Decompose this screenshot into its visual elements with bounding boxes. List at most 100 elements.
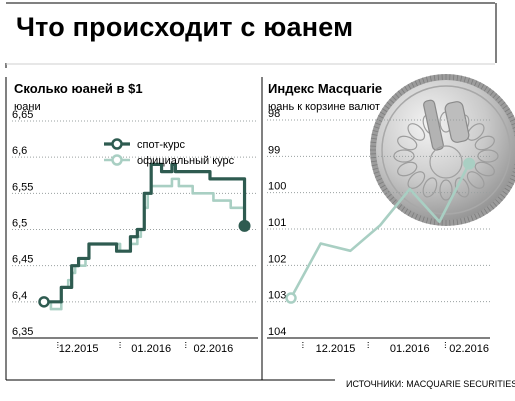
coin-edge-reed	[373, 171, 380, 174]
coin-edge-reed	[460, 218, 463, 225]
coin-edge-reed	[456, 219, 459, 226]
coin-face	[376, 80, 515, 220]
coin-edge-reed	[502, 105, 508, 110]
coin-edge-reed	[437, 74, 440, 81]
y-tick-label: 102	[268, 253, 286, 265]
coin-edge-reed	[504, 187, 510, 192]
coin-edge-reed	[378, 181, 384, 185]
coin-edge-reed	[411, 212, 415, 218]
coin-edge-reed	[373, 126, 380, 129]
coin-edge-reed	[504, 108, 510, 113]
page-title: Что происходит с юанем	[16, 12, 354, 42]
coin-edge-reed	[391, 95, 397, 101]
series-start-marker	[38, 296, 50, 308]
source-note: ИСТОЧНИКИ: MACQUARIE SECURITIES, WSJ	[346, 379, 515, 389]
coin-edge-reed	[407, 83, 412, 90]
coin-flower-petal	[397, 161, 418, 177]
yuan-coin-image	[370, 74, 515, 226]
y-tick-label: 6,4	[12, 290, 27, 302]
coin-flower-petal	[474, 135, 495, 151]
coin-edge-reed	[418, 215, 422, 222]
coin-edge-reed	[486, 88, 491, 94]
coin-edge-reed	[404, 208, 409, 214]
coin-edge-reed	[477, 212, 481, 218]
x-tick-label: 02.2016	[449, 343, 489, 355]
legend-swatch-marker	[111, 154, 123, 166]
series-end-marker	[238, 219, 251, 232]
coin-edge-reed	[508, 181, 514, 185]
series-line-0	[42, 162, 247, 304]
coin-edge-reed	[470, 215, 474, 222]
chart-left-title: Сколько юаней в $1	[14, 81, 143, 96]
legend-swatch-marker	[111, 138, 123, 150]
coin-edge-reed	[422, 216, 425, 223]
coin-edge-reed	[401, 88, 406, 94]
coin-edge-reed	[480, 83, 485, 90]
coin-edge-reed	[474, 80, 478, 87]
coin-flower-petal	[466, 171, 485, 189]
coin-edge-reed	[480, 210, 485, 217]
coin-edge-reed	[379, 184, 386, 189]
coin-flower-petal	[422, 177, 438, 198]
coin-edge-reed	[404, 86, 409, 92]
coin-edge-reed	[372, 167, 379, 171]
coin-edge-reed	[460, 75, 463, 82]
coin-edge-reed	[425, 217, 429, 224]
coin-edge-reed	[500, 101, 506, 107]
y-tick-label: 98	[268, 108, 280, 120]
coin-center-flower	[429, 145, 463, 179]
chart-left-ylabel: юани	[14, 101, 41, 113]
coin-edge-reed	[370, 160, 377, 163]
coin-edge-reed	[502, 190, 508, 195]
coin-edge-reed	[389, 196, 395, 202]
chart-left: 6,35 6,4 6,45 6,5 6,55 6,6 6,65 12.2015 01.2016 0…	[12, 109, 258, 355]
coin-edge-reed	[382, 187, 388, 192]
chart-right-title: Индекс Macquarie	[268, 81, 383, 96]
coin-edge-reed	[386, 101, 392, 107]
coin-flower-petal	[407, 171, 426, 189]
coin-edge-reed	[394, 93, 400, 99]
coin-edge-reed	[463, 76, 467, 83]
coin-edge-reed	[425, 76, 429, 83]
coin-edge-reed	[414, 80, 418, 87]
coin-edge-reed	[384, 190, 390, 195]
coin-edge-reed	[429, 218, 432, 225]
coin-edge-reed	[463, 217, 467, 224]
coin-edge-reed	[470, 78, 474, 85]
coin-edge-reed	[433, 74, 436, 81]
chart-right: 104 103 102 101 100 99 98 12.2015 01.2016 02.2016	[267, 108, 490, 355]
coin-edge-reed	[512, 127, 515, 129]
coin-edge-reed	[483, 208, 488, 214]
coin-edge-reed	[379, 111, 386, 116]
coin-edge-reed	[474, 213, 478, 220]
y-tick-label: 6,6	[12, 145, 27, 157]
coin-edge-reed	[429, 75, 432, 82]
coin-edge-reed	[391, 199, 397, 205]
coin-edge-reed	[370, 156, 377, 159]
y-tick-label: 101	[268, 217, 286, 229]
coin-edge-reed	[371, 164, 378, 167]
x-tick-label: 12.2015	[316, 343, 356, 355]
coin-flower-petal	[439, 179, 453, 201]
coin-edge-reed	[384, 105, 390, 110]
coin-edge-reed	[452, 74, 455, 81]
coin-edge-reed	[483, 86, 488, 92]
coin-edge-reed	[422, 77, 425, 84]
x-tick-label: 12.2015	[59, 343, 99, 355]
coin-edge-reed	[378, 115, 384, 119]
coin-edge-reed	[371, 133, 378, 136]
coin-edge-reed	[492, 201, 498, 207]
y-tick-label: 6,5	[12, 218, 27, 230]
coin-edge-reed	[489, 204, 495, 210]
coin-edge-reed	[407, 210, 412, 217]
coin-flower-petal	[474, 161, 495, 177]
coin-edge-reed	[374, 122, 381, 126]
coin-edge-reed	[418, 78, 422, 85]
coin-edge-reed	[370, 141, 377, 144]
y-tick-label: 6,55	[12, 181, 33, 193]
coin-edge-reed	[467, 216, 470, 223]
y-tick-label: 99	[268, 144, 280, 156]
coin-edge-reed	[376, 118, 383, 122]
coin-edge-reed	[397, 204, 403, 210]
